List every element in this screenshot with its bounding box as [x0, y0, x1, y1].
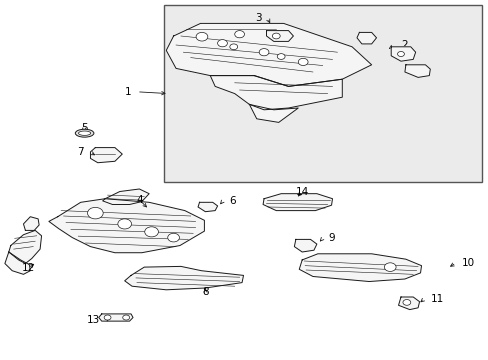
Polygon shape [90, 148, 122, 163]
Polygon shape [356, 32, 376, 44]
Circle shape [384, 263, 395, 271]
Text: 9: 9 [328, 233, 335, 243]
Polygon shape [102, 189, 149, 204]
Text: 12: 12 [21, 263, 35, 273]
Circle shape [144, 227, 158, 237]
Bar [163, 5, 481, 182]
Circle shape [87, 207, 103, 219]
Text: 10: 10 [461, 258, 474, 268]
Circle shape [259, 49, 268, 56]
Polygon shape [23, 217, 39, 230]
Text: 4: 4 [136, 195, 142, 205]
Polygon shape [5, 252, 30, 274]
Text: 1: 1 [124, 87, 131, 97]
Circle shape [196, 32, 207, 41]
Text: 6: 6 [228, 196, 235, 206]
Text: 5: 5 [81, 123, 87, 133]
Circle shape [272, 33, 280, 39]
Polygon shape [210, 76, 342, 110]
Polygon shape [49, 199, 204, 253]
Polygon shape [263, 194, 332, 211]
Polygon shape [198, 202, 217, 212]
Polygon shape [266, 31, 293, 41]
Polygon shape [99, 314, 133, 321]
Circle shape [277, 54, 285, 59]
Ellipse shape [75, 129, 94, 137]
Circle shape [167, 233, 179, 242]
Polygon shape [249, 104, 298, 122]
Text: 2: 2 [400, 40, 407, 50]
Circle shape [298, 58, 307, 66]
Polygon shape [124, 266, 243, 290]
Circle shape [234, 31, 244, 38]
Text: 13: 13 [87, 315, 100, 325]
Polygon shape [398, 297, 419, 310]
Circle shape [229, 44, 237, 50]
Ellipse shape [78, 131, 90, 135]
Text: 11: 11 [429, 294, 443, 304]
Text: 3: 3 [254, 13, 261, 23]
Polygon shape [9, 230, 41, 264]
Polygon shape [299, 254, 421, 282]
Circle shape [118, 219, 131, 229]
Circle shape [402, 300, 410, 305]
Polygon shape [166, 23, 371, 86]
Circle shape [217, 40, 227, 47]
Polygon shape [390, 47, 415, 61]
Circle shape [104, 315, 111, 320]
Circle shape [122, 315, 129, 320]
Text: 7: 7 [77, 147, 84, 157]
Polygon shape [404, 65, 429, 77]
Text: 14: 14 [295, 186, 308, 197]
Text: 8: 8 [202, 287, 208, 297]
Polygon shape [294, 239, 316, 252]
Circle shape [397, 51, 404, 57]
